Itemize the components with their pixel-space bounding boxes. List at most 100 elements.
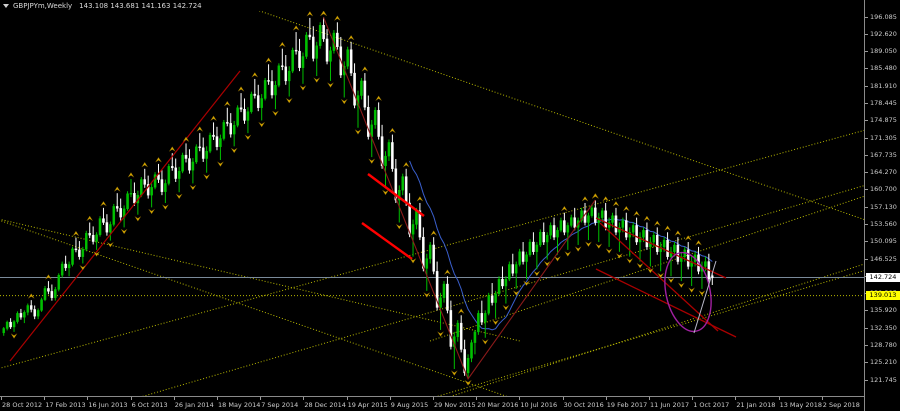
price-tick-dash bbox=[865, 68, 868, 70]
zigzag-indicator-layer bbox=[323, 17, 596, 380]
candle-body bbox=[263, 80, 267, 99]
symbol-period-label: GBPJPYm,Weekly bbox=[13, 1, 73, 10]
candle-body bbox=[102, 218, 105, 223]
moving-average-layer bbox=[409, 160, 713, 331]
candle-body bbox=[428, 244, 432, 259]
red-trendline-upper[interactable] bbox=[367, 173, 425, 217]
candle-body bbox=[201, 147, 205, 159]
fractal-down-arrow bbox=[148, 209, 155, 215]
fractal-up-arrow bbox=[592, 193, 599, 199]
consolidation-ellipse[interactable] bbox=[658, 248, 718, 335]
candle-body bbox=[604, 210, 607, 228]
price-tick-label: 132.350 bbox=[870, 323, 897, 332]
candle-body bbox=[140, 179, 143, 196]
candle-body bbox=[363, 80, 367, 108]
candle-body bbox=[521, 251, 525, 262]
candle-body bbox=[508, 264, 511, 280]
price-scale[interactable]: 196.085 192.620 189.050 185.480 181.910 178.4… bbox=[864, 0, 900, 396]
time-tick-dash bbox=[605, 397, 607, 400]
fractal-down-arrow bbox=[341, 99, 348, 105]
fractal-down-arrow bbox=[189, 185, 197, 191]
fractal-up-arrow bbox=[86, 215, 93, 221]
channel-line-recent-upper[interactable] bbox=[429, 191, 864, 342]
projection-line[interactable] bbox=[693, 260, 717, 334]
price-tick: 196.085 bbox=[865, 13, 897, 22]
fractal-down-arrow bbox=[585, 241, 592, 247]
price-tick: 128.780 bbox=[865, 341, 897, 350]
time-tick-dash bbox=[649, 397, 650, 400]
candle-body bbox=[47, 288, 50, 292]
price-tick-dash bbox=[865, 258, 868, 260]
candle-body bbox=[219, 138, 222, 148]
chart-canvas bbox=[0, 11, 864, 396]
red-channel-diagonal[interactable] bbox=[599, 222, 719, 332]
candle-body bbox=[54, 289, 57, 298]
candle-body bbox=[566, 225, 570, 233]
candle-body bbox=[449, 310, 453, 347]
candle-body bbox=[655, 234, 659, 252]
candle-body bbox=[67, 264, 71, 269]
candle-body bbox=[222, 122, 226, 139]
fractal-up-arrow bbox=[581, 196, 589, 202]
red-long-uptrend[interactable] bbox=[9, 70, 241, 362]
red-channel-upper[interactable] bbox=[595, 217, 727, 279]
price-tick-label: 178.445 bbox=[870, 98, 897, 107]
candle-body bbox=[635, 225, 638, 243]
red-channel-lower[interactable] bbox=[595, 268, 737, 338]
manual-annotations-layer[interactable] bbox=[9, 70, 737, 362]
channel-line-recent-lower[interactable] bbox=[430, 259, 864, 396]
fractal-down-arrow bbox=[10, 333, 18, 339]
time-tick-dash bbox=[346, 397, 348, 400]
fractal-down-arrow bbox=[175, 193, 183, 200]
candle-body bbox=[253, 93, 257, 96]
channel-line-ascending-upper[interactable] bbox=[0, 126, 864, 371]
candle-body bbox=[480, 313, 484, 323]
candle-body bbox=[298, 50, 301, 68]
price-tick-label: 146.525 bbox=[870, 254, 897, 263]
price-tick: 157.130 bbox=[865, 203, 897, 212]
fractal-up-arrow bbox=[114, 186, 121, 192]
channel-line-aux-descending[interactable] bbox=[0, 217, 521, 342]
price-tick-label: 189.050 bbox=[870, 47, 897, 56]
time-tick-dash bbox=[173, 397, 175, 400]
candle-body bbox=[367, 107, 370, 137]
fractal-down-arrow bbox=[299, 85, 307, 91]
scale-corner bbox=[864, 396, 900, 411]
fractal-down-arrow bbox=[258, 122, 265, 128]
channel-line-descending-lower[interactable] bbox=[0, 217, 864, 396]
time-scale[interactable]: 28 Oct 2012 17 Feb 2013 16 Jun 2013 6 Oct 2… bbox=[0, 396, 864, 411]
time-tick-dash bbox=[519, 397, 521, 400]
time-tick-dash bbox=[217, 397, 218, 400]
price-tick-dash bbox=[865, 310, 868, 312]
candle-body bbox=[2, 328, 5, 334]
price-tick-label: 171.305 bbox=[870, 133, 897, 142]
candle-body bbox=[625, 220, 628, 238]
price-tick-label: 192.620 bbox=[870, 29, 897, 38]
candle-body bbox=[126, 193, 129, 210]
fractal-down-arrow bbox=[244, 134, 252, 140]
candle-body bbox=[153, 174, 157, 188]
fractal-up-arrow bbox=[444, 269, 451, 275]
price-tick-dash bbox=[865, 154, 868, 156]
time-tick-label: 29 Nov 2015 bbox=[434, 401, 476, 409]
candle-body bbox=[336, 32, 339, 47]
fractal-up-arrow bbox=[602, 196, 609, 202]
time-tick-label: 13 May 2018 bbox=[779, 401, 822, 409]
candle-body bbox=[380, 136, 384, 167]
candle-body bbox=[33, 309, 36, 317]
price-tick-label: 185.480 bbox=[870, 64, 897, 73]
time-tick-label: 16 Jun 2013 bbox=[88, 401, 128, 409]
candle-body bbox=[243, 109, 246, 121]
fractal-down-arrow bbox=[533, 271, 541, 277]
candle-body bbox=[167, 166, 171, 184]
price-tick-dash bbox=[865, 327, 868, 329]
fractal-down-arrow bbox=[368, 158, 375, 164]
candle-body bbox=[666, 239, 669, 257]
fractal-up-arrow bbox=[45, 274, 52, 280]
fractal-down-arrow bbox=[313, 77, 320, 83]
chevron-down-icon[interactable] bbox=[3, 4, 9, 8]
red-trendline-lower[interactable] bbox=[361, 222, 413, 260]
chart-plot-area[interactable] bbox=[0, 11, 864, 396]
price-tick: 132.350 bbox=[865, 324, 897, 333]
channel-line-descending-upper[interactable] bbox=[228, 11, 864, 225]
